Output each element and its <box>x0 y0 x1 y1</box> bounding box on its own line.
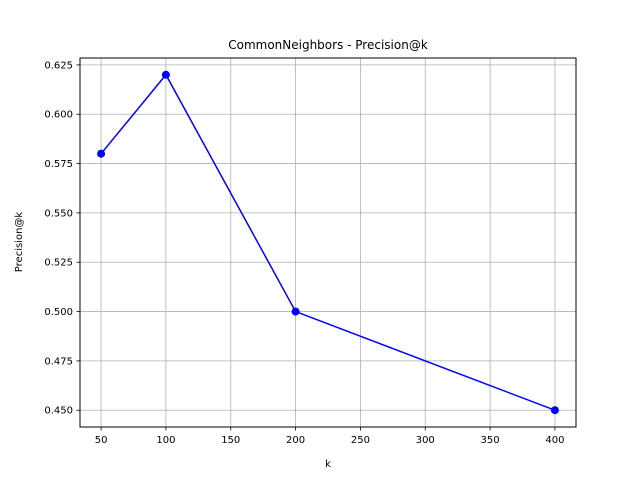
data-point <box>291 307 300 316</box>
chart-title: CommonNeighbors - Precision@k <box>228 38 428 52</box>
y-tick-label: 0.625 <box>44 60 73 71</box>
x-tick-label: 400 <box>545 435 564 446</box>
y-tick-label: 0.600 <box>44 110 73 121</box>
plot-frame <box>79 57 577 428</box>
x-tick-label: 150 <box>221 435 240 446</box>
data-point <box>161 70 170 79</box>
x-tick-label: 200 <box>286 435 305 446</box>
y-axis-ticks: 0.450 0.475 0.500 0.525 0.550 0.575 0.600 0.625 <box>44 60 80 417</box>
x-tick-label: 250 <box>351 435 370 446</box>
y-tick-label: 0.475 <box>44 356 73 367</box>
data-point <box>97 149 106 158</box>
x-tick-label: 100 <box>156 435 175 446</box>
x-tick-label: 50 <box>95 435 108 446</box>
x-axis-label: k <box>325 459 331 470</box>
x-tick-label: 300 <box>416 435 435 446</box>
series-layer <box>97 70 559 415</box>
data-point <box>550 406 559 415</box>
y-gridlines <box>80 64 576 411</box>
x-axis-ticks: 50 100 150 200 250 300 350 400 <box>95 427 564 446</box>
y-tick-label: 0.575 <box>44 159 73 170</box>
y-tick-label: 0.450 <box>44 406 73 417</box>
y-tick-label: 0.525 <box>44 258 73 269</box>
x-tick-label: 350 <box>481 435 500 446</box>
y-tick-label: 0.550 <box>44 208 73 219</box>
x-gridlines <box>100 58 556 427</box>
y-tick-label: 0.500 <box>44 307 73 318</box>
y-axis-label: Precision@k <box>14 212 25 273</box>
series-line <box>100 73 556 411</box>
